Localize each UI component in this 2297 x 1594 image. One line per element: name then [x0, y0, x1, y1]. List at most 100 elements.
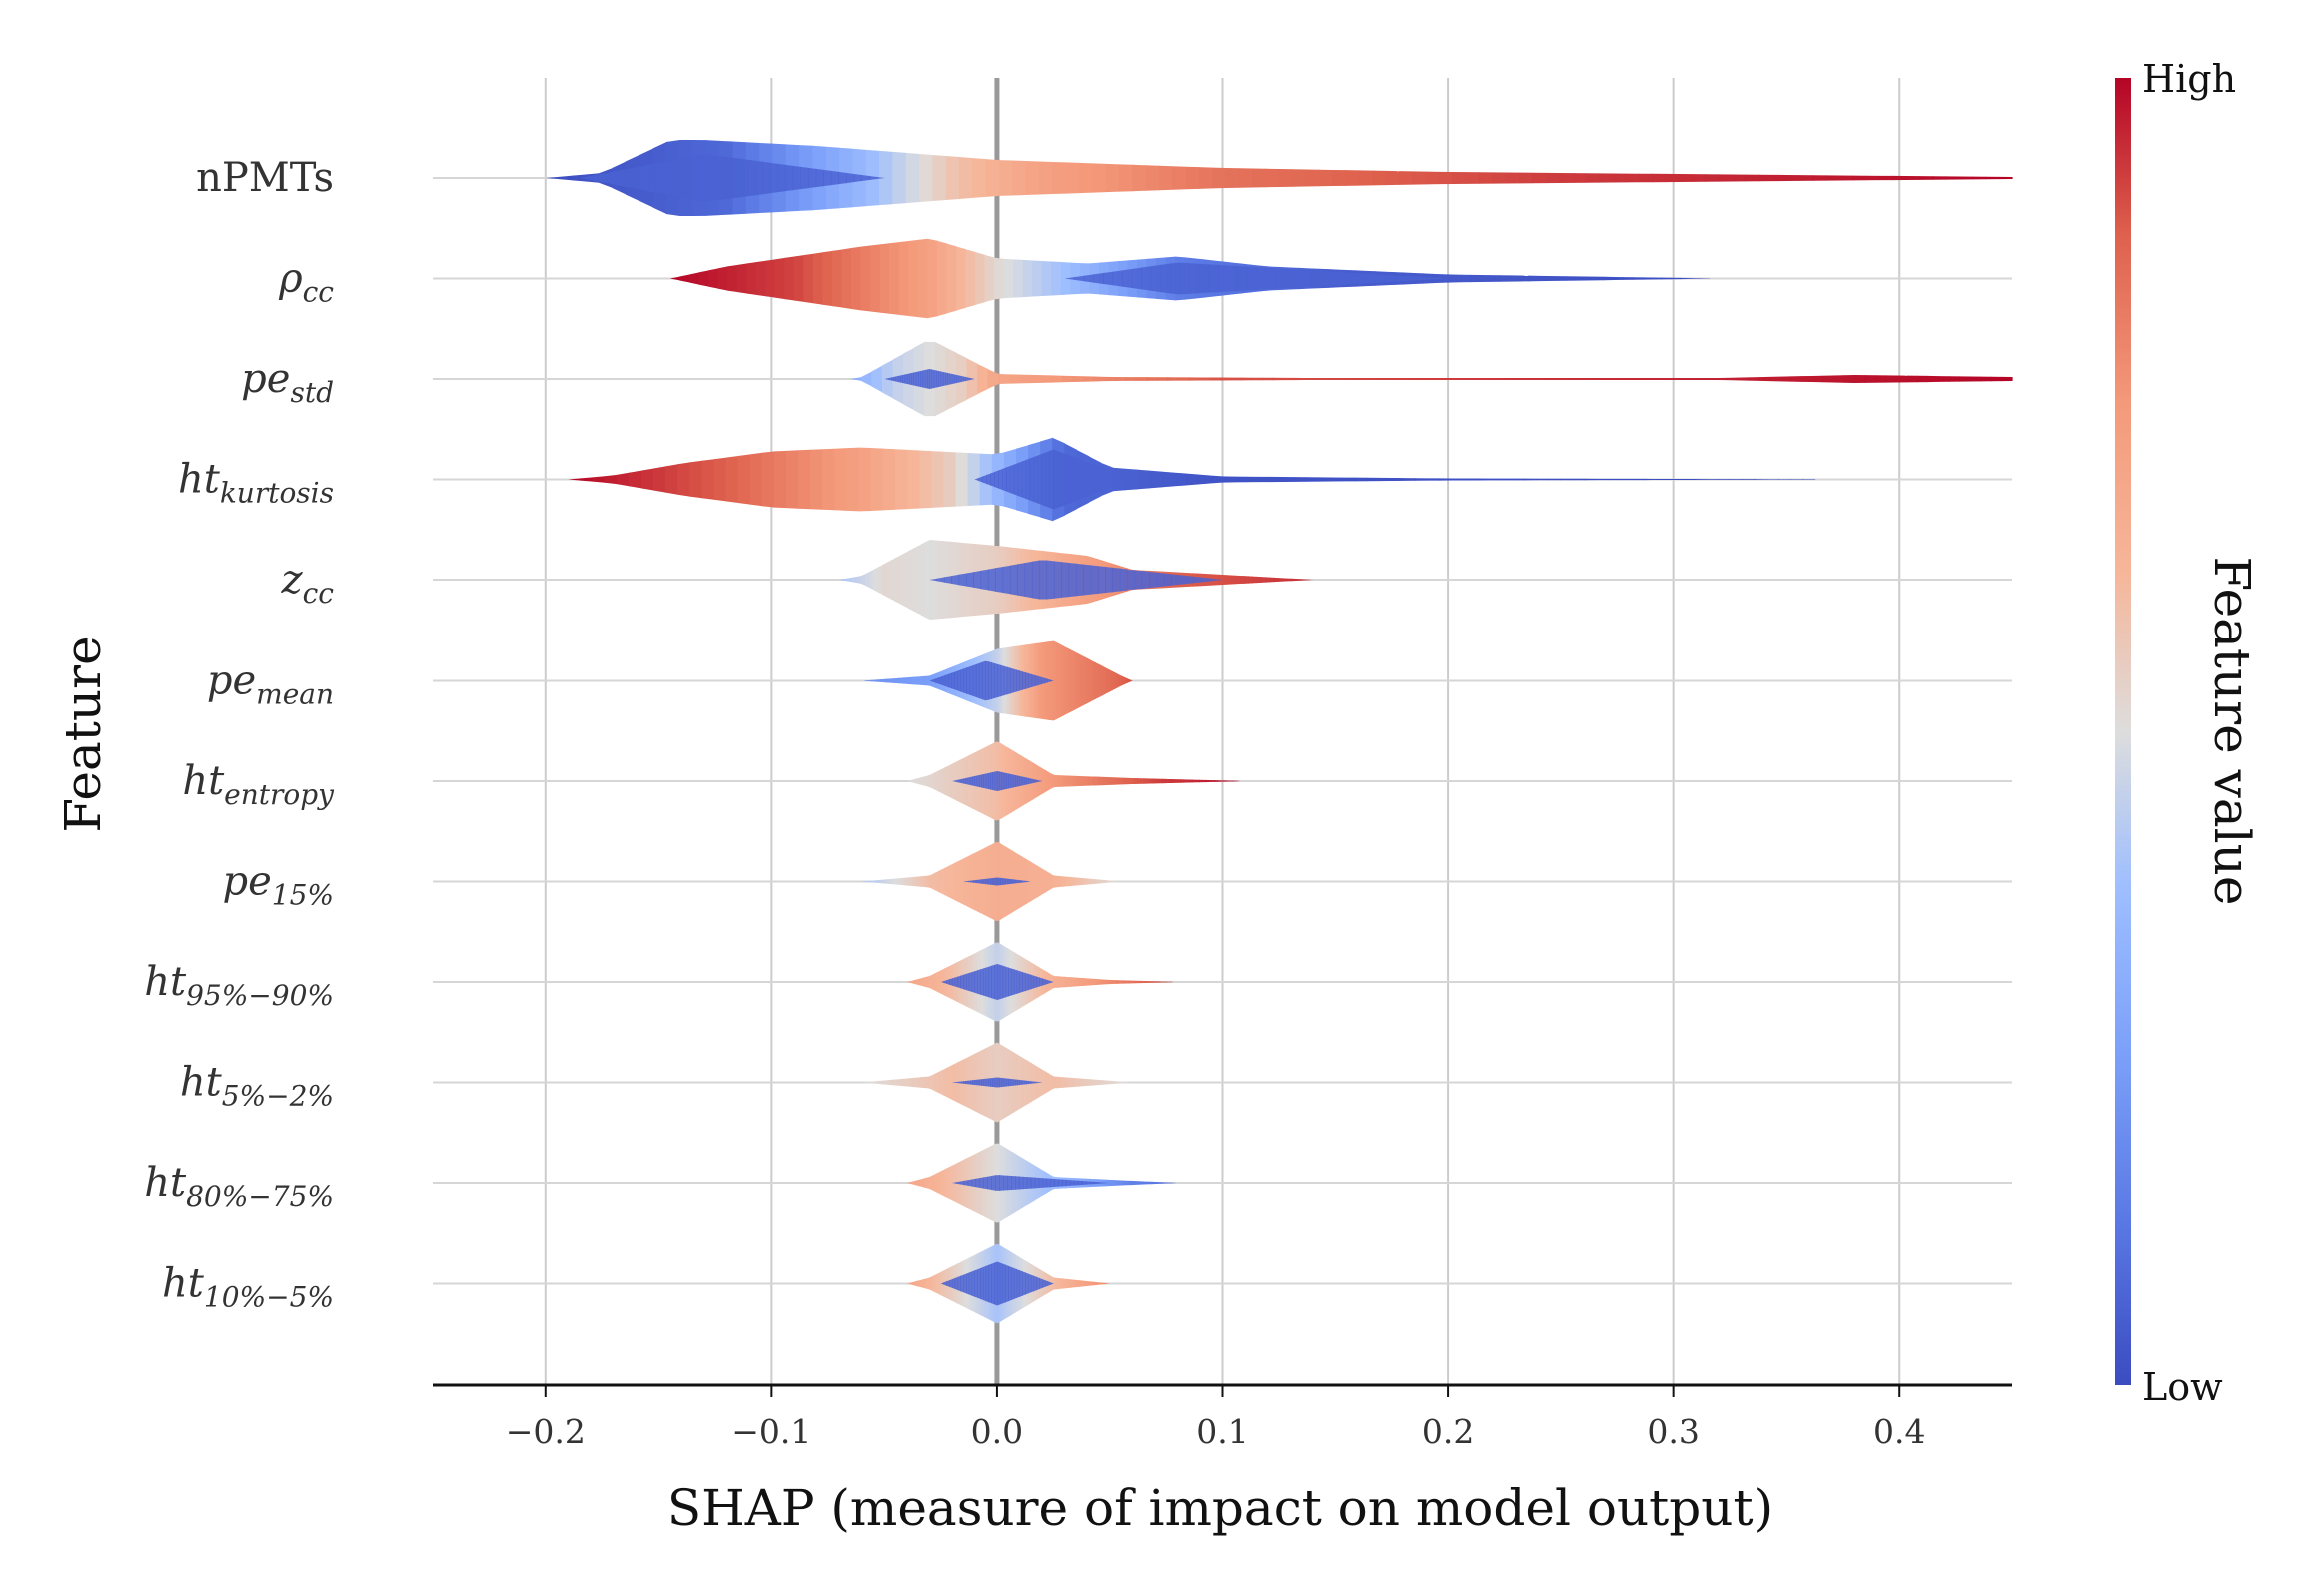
violin-core-slice [1017, 563, 1026, 597]
violin-slice [1120, 980, 1124, 984]
violin-slice [580, 477, 594, 482]
violin-slice [936, 240, 947, 317]
violin-slice [919, 978, 923, 986]
violin-core-slice [1022, 671, 1027, 690]
violin-slice [1980, 376, 1992, 382]
violin-slice [926, 976, 930, 988]
violin-slice [1661, 277, 1672, 280]
violin-core-slice [1042, 978, 1046, 986]
violin-slice [1106, 777, 1111, 785]
violin-slice [1480, 274, 1491, 283]
violin-core-slice [1014, 1176, 1020, 1190]
violin-slice [1078, 1280, 1081, 1287]
violin-slice [1158, 165, 1173, 191]
violin-slice [1265, 168, 1280, 188]
violin-slice [1272, 377, 1284, 381]
violin-slice [1061, 1278, 1065, 1289]
violin-core-slice [990, 772, 994, 790]
violin-slice [1081, 977, 1085, 987]
violin-slice [1152, 1181, 1156, 1185]
violin-slice [987, 369, 999, 389]
violin-slice [1692, 174, 1707, 182]
violin-core-slice [954, 1082, 957, 1083]
violin-slice [1168, 778, 1172, 784]
violin-core-slice [617, 169, 626, 187]
violin-core-slice [1150, 264, 1162, 293]
violin-slice [1122, 777, 1126, 785]
colorbar-low-label: Low [2142, 1365, 2223, 1409]
violin-slice [1693, 479, 1707, 480]
violin-slice [1075, 1078, 1079, 1087]
violin-core-slice [1047, 678, 1051, 683]
violin-slice [1945, 176, 1960, 180]
violin-slice [1584, 478, 1598, 481]
violin-slice [1665, 173, 1680, 183]
violin-slice [1195, 779, 1200, 783]
violin-slice [1125, 980, 1129, 984]
violin-core-slice [1105, 567, 1114, 593]
violin-slice [858, 447, 872, 512]
violin-slice [1985, 176, 2000, 180]
violin-core-slice [1100, 467, 1106, 492]
violin-core-slice [884, 378, 887, 380]
violin-slice [1282, 477, 1295, 482]
violin-core-slice [1041, 452, 1047, 507]
violin-core-slice [929, 679, 933, 682]
violin-core-slice [936, 577, 945, 583]
violin-slice [1110, 1080, 1114, 1085]
violin-slice [900, 677, 905, 684]
violin-slice [1252, 168, 1267, 188]
violin-slice [1172, 166, 1187, 190]
violin-slice [1078, 1078, 1082, 1087]
violin-core-slice [1025, 458, 1031, 501]
violin-core-slice [943, 980, 947, 984]
violin-slice [1047, 872, 1051, 891]
violin-slice [1613, 276, 1625, 281]
violin-slice [843, 578, 849, 582]
violin-slice [1167, 981, 1171, 983]
violin-slice [1056, 1277, 1059, 1290]
violin-core-slice [974, 775, 978, 787]
violin-slice [1113, 880, 1117, 883]
violin-core-slice [1016, 669, 1020, 692]
violin-slice [1938, 376, 1950, 382]
violin-slice [860, 574, 866, 586]
violin-core-slice [971, 971, 975, 993]
violin-slice [1162, 1182, 1166, 1184]
violin-slice [870, 244, 881, 313]
violin-core-slice [1080, 460, 1086, 499]
violin-slice [1095, 879, 1099, 884]
violin-core-slice [893, 376, 897, 382]
violin-slice [1012, 160, 1027, 196]
violin-core-slice [1031, 674, 1036, 687]
violin-slice [915, 1280, 919, 1287]
violin-core-slice [1217, 264, 1229, 293]
violin-slice [1927, 375, 1939, 383]
violin-slice [925, 675, 929, 686]
violin-slice [616, 472, 630, 487]
violin-slice [1158, 778, 1163, 784]
violin-slice [1122, 676, 1126, 685]
violin-core-slice [1025, 672, 1030, 689]
violin-slice [937, 870, 941, 893]
violin-slice [1056, 976, 1060, 988]
violin-slice [1124, 677, 1128, 684]
violin-slice [895, 449, 908, 510]
violin-slice [1690, 278, 1701, 279]
violin-core-slice [1128, 478, 1133, 481]
violin-slice [1478, 172, 1493, 184]
violin-core-slice [951, 1182, 957, 1184]
violin-core-slice [951, 374, 955, 384]
violin-slice [1632, 277, 1644, 280]
violin-core-slice [992, 1077, 996, 1088]
violin-slice [1391, 477, 1404, 482]
violin-slice [932, 1274, 935, 1293]
violin-slice [895, 555, 900, 605]
violin-slice [1209, 377, 1221, 381]
violin-slice [1798, 175, 1813, 181]
violin-slice [1223, 780, 1228, 782]
violin-slice [903, 1078, 907, 1087]
violin-core-slice [1246, 266, 1257, 291]
violin-core-slice [996, 1261, 1001, 1306]
violin-slice [1029, 860, 1032, 903]
